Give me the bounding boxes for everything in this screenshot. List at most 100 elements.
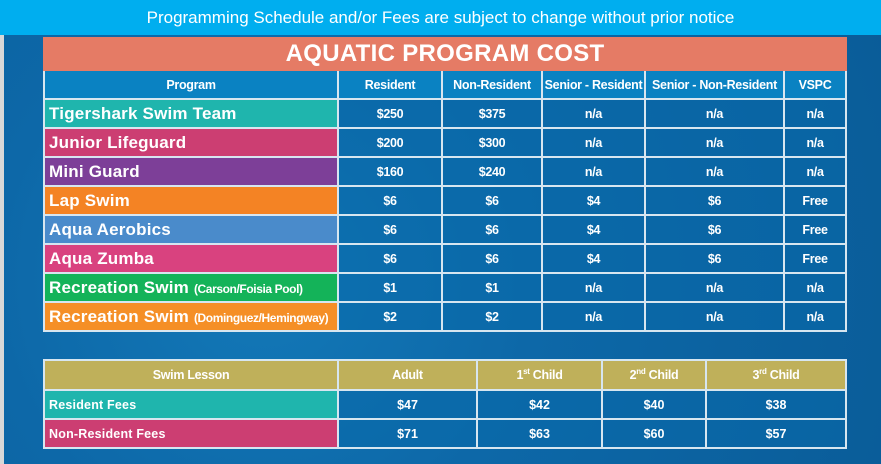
table-row: Junior Lifeguard $200 $300 n/a n/a n/a [43,127,848,158]
table-row: Recreation Swim (Carson/Foisia Pool) $1 $1… [43,272,848,303]
price-cell-non-resident: $2 [441,301,543,332]
column-header: 2nd Child [601,359,707,391]
header-row: Swim Lesson Adult 1st Child 2nd Child 3rd Ch… [43,359,847,391]
aquatic-program-cost-table: AQUATIC PROGRAM COST Program Resident Non-… [42,37,848,332]
price-cell-non-resident: $300 [441,127,543,158]
program-name: Tigershark Swim Team [49,103,237,123]
program-name-cell: Recreation Swim (Carson/Foisia Pool) [43,272,339,303]
swim-lesson-table: Swim Lesson Adult 1st Child 2nd Child 3rd Ch… [43,359,847,449]
price-cell-senior-resident: n/a [541,156,646,187]
price-cell-resident: $250 [337,98,443,129]
program-location-note: (Dominguez/Hemingway) [193,310,329,325]
program-name-cell: Recreation Swim (Dominguez/Hemingway) [43,301,339,332]
program-name-cell: Lap Swim [43,185,339,216]
price-cell-senior-resident: n/a [541,272,646,303]
column-header: 3rd Child [705,359,847,391]
column-header-non-resident: Non-Resident [441,69,543,100]
table-row: Aqua Aerobics $6 $6 $4 $6 Free [43,214,848,245]
column-header-senior-resident: Senior - Resident [541,69,646,100]
price-cell-resident: $1 [337,272,443,303]
column-header-resident: Resident [337,69,443,100]
price-cell: $63 [476,418,603,449]
header-text: Child [645,368,679,383]
price-cell-senior-non-resident: $6 [644,243,785,274]
program-name: Mini Guard [49,161,140,181]
table-row: Recreation Swim (Dominguez/Hemingway) $2 $… [43,301,848,332]
program-name: Recreation Swim [49,277,189,297]
price-cell-senior-resident: $4 [541,185,646,216]
price-cell-vspc: n/a [782,301,848,332]
column-header: Adult [337,359,478,391]
program-name-cell: Tigershark Swim Team [43,98,339,129]
ordinal-suffix: nd [636,367,646,377]
left-edge [0,35,4,464]
table-row: Mini Guard $160 $240 n/a n/a n/a [43,156,848,187]
price-cell: $40 [601,389,707,420]
program-name: Lap Swim [49,190,130,210]
program-name: Aqua Zumba [49,248,154,268]
program-name-cell: Aqua Aerobics [43,214,339,245]
price-cell-senior-non-resident: $6 [644,185,785,216]
price-cell-vspc: n/a [782,98,848,129]
program-name-cell: Junior Lifeguard [43,127,339,158]
program-name-cell: Aqua Zumba [43,243,339,274]
price-cell-senior-non-resident: n/a [644,127,785,158]
price-cell-resident: $6 [337,185,443,216]
price-cell-non-resident: $6 [441,243,543,274]
fee-type-cell: Non-Resident Fees [43,418,339,449]
price-cell-resident: $160 [337,156,443,187]
price-cell-vspc: n/a [782,272,848,303]
fee-type-cell: Resident Fees [43,389,339,420]
ordinal-suffix: st [523,367,530,377]
price-cell-non-resident: $1 [441,272,543,303]
table-row: Tigershark Swim Team $250 $375 n/a n/a n/a [43,98,848,129]
price-cell: $47 [337,389,478,420]
price-cell-senior-non-resident: n/a [644,272,785,303]
table-row: Non-Resident Fees $71 $63 $60 $57 [43,418,847,449]
header-text: Child [766,368,800,383]
column-header-senior-non-resident: Senior - Non-Resident [644,69,785,100]
column-header-vspc: VSPC [782,69,848,100]
price-cell-non-resident: $6 [441,214,543,245]
program-location-note: (Carson/Foisia Pool) [193,281,303,296]
price-cell-vspc: Free [782,214,848,245]
price-cell-senior-resident: n/a [541,301,646,332]
notice-banner: Programming Schedule and/or Fees are sub… [0,0,881,35]
header-text: Swim Lesson [152,368,230,382]
ordinal-number: 1 [516,368,524,383]
program-name: Aqua Aerobics [49,219,171,239]
price-cell-senior-resident: $4 [541,243,646,274]
table-row: Aqua Zumba $6 $6 $4 $6 Free [43,243,848,274]
price-cell-resident: $6 [337,243,443,274]
price-cell-senior-non-resident: n/a [644,301,785,332]
program-name: Recreation Swim [49,306,189,326]
price-cell-senior-non-resident: n/a [644,98,785,129]
column-header: Swim Lesson [43,359,339,391]
header-row: Program Resident Non-Resident Senior - Resi… [43,69,848,100]
price-cell: $60 [601,418,707,449]
price-cell: $71 [337,418,478,449]
price-cell: $38 [705,389,847,420]
price-cell-senior-non-resident: $6 [644,214,785,245]
price-cell-vspc: n/a [782,156,848,187]
price-cell-non-resident: $375 [441,98,543,129]
header-text: Adult [392,368,423,382]
price-cell-resident: $2 [337,301,443,332]
price-cell: $57 [705,418,847,449]
column-header: 1st Child [476,359,603,391]
price-cell-senior-resident: n/a [541,98,646,129]
ordinal-suffix: rd [759,367,767,377]
price-cell-resident: $6 [337,214,443,245]
price-cell-vspc: Free [782,185,848,216]
price-cell-senior-resident: n/a [541,127,646,158]
price-cell-vspc: n/a [782,127,848,158]
table-title: AQUATIC PROGRAM COST [42,37,848,71]
price-cell-non-resident: $240 [441,156,543,187]
price-cell-non-resident: $6 [441,185,543,216]
column-header-program: Program [43,69,339,100]
ordinal-number: 2 [629,368,637,383]
program-name: Junior Lifeguard [49,132,187,152]
header-text: Child [529,368,563,383]
price-cell-senior-non-resident: n/a [644,156,785,187]
table-row: Resident Fees $47 $42 $40 $38 [43,389,847,420]
